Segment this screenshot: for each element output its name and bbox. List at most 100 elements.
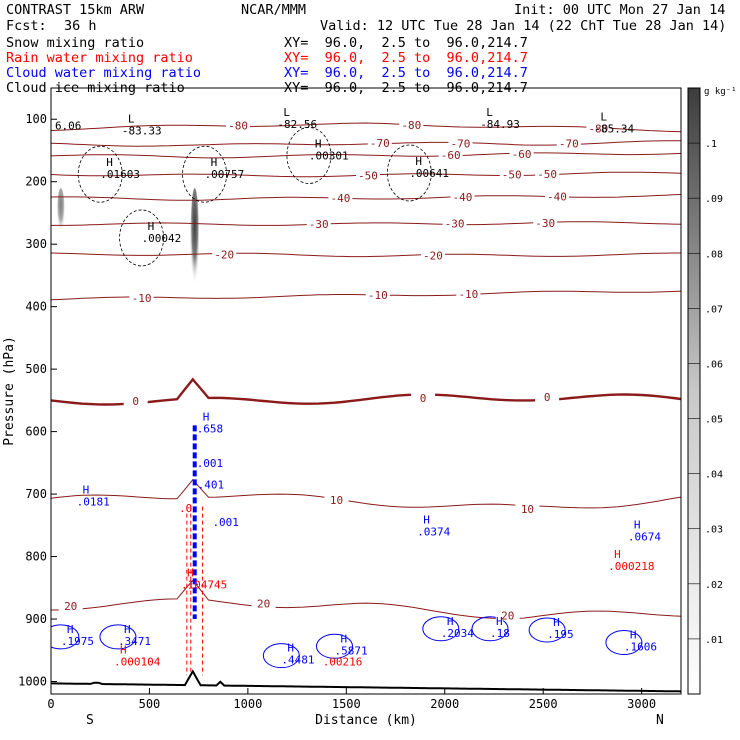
cloud-ice-extremum-value: .00301 (309, 149, 349, 162)
isotherm-label: 10 (521, 503, 534, 516)
plot-frame (50, 87, 682, 695)
forecast-label: Fcst: (6, 18, 47, 34)
cloud-water-contours (51, 425, 643, 669)
cloud-ice-extremum-value: .00641 (409, 167, 449, 180)
isotherm-label-bg (448, 137, 473, 149)
isotherm-label: 10 (330, 494, 343, 507)
y-tick-label: 700 (25, 487, 47, 501)
colorbar-tick-label: .05 (705, 415, 723, 426)
isotherm-label-bg (533, 216, 558, 228)
x-tick-label: 3000 (627, 697, 656, 711)
x-tick-label: 1500 (332, 697, 361, 711)
cloud-ice-extremum-marker: L (486, 106, 493, 119)
cloud-ice-contour-6 (182, 145, 227, 203)
y-tick-label: 600 (25, 425, 47, 439)
isotherm-label-bg (438, 148, 463, 160)
cloud-ice-extremum-value: -85.34 (594, 123, 634, 136)
cloud-water-extremum-marker: H (83, 484, 90, 497)
isotherm-label: 20 (64, 600, 77, 613)
snow-plume-0 (56, 187, 65, 235)
cloud-water-contour-9 (262, 643, 300, 669)
isotherm-label: 0 (544, 391, 551, 404)
isotherm-label-bg (129, 292, 154, 304)
temperature-contours (51, 122, 681, 620)
terrain-line (51, 669, 681, 693)
isotherm-label: -50 (537, 168, 557, 181)
field-name-cloud-water: Cloud water mixing ratio (6, 65, 202, 81)
isotherm-label: -40 (547, 190, 567, 203)
y-tick-label: 100 (25, 112, 47, 126)
y-tick-label: 200 (25, 175, 47, 189)
cloud-water-extremum-value: .401 (198, 479, 225, 492)
cloud-water-extremum-value: .001 (197, 457, 224, 470)
colorbar-gradient (687, 87, 701, 695)
cloud-ice-extremum-marker: H (211, 156, 218, 169)
cloud-water-extremum-value: .658 (197, 422, 224, 435)
cloud-water-extremum-value: .2034 (441, 627, 474, 640)
isotherm-label-bg (556, 137, 581, 149)
isotherm-label-bg (367, 137, 392, 149)
isotherm-label: 0 (420, 392, 427, 405)
isotherm-label: -60 (441, 149, 461, 162)
cloud-water-extremum-marker: H (287, 642, 294, 655)
cloud-water-extremum-value: .0674 (628, 531, 661, 544)
colorbar-tick-label: .07 (705, 304, 723, 315)
isotherm-20 (51, 579, 681, 620)
colorbar-tick-label: .04 (705, 470, 723, 481)
isotherm-label: -40 (453, 191, 473, 204)
cloud-ice-contour-9 (119, 209, 164, 267)
isotherm-label-bg (306, 218, 331, 230)
y-tick-label: 900 (25, 612, 47, 626)
colorbar-tick-label: .1 (705, 139, 717, 150)
cloud-water-extremum-value: .5871 (335, 644, 368, 657)
snow-shading (56, 187, 200, 292)
isotherm-label: -60 (512, 148, 532, 161)
isotherm-label-bg (399, 118, 424, 130)
cloud-ice-contour-8 (386, 144, 432, 202)
cloud-ice-extremum-value: -82.56 (277, 118, 317, 131)
rain-water-contours (186, 506, 204, 676)
isotherm-label-bg (535, 168, 560, 180)
cloud-water-contour-7 (51, 624, 80, 650)
isotherm--60 (51, 152, 681, 159)
isotherm-label-bg (58, 599, 83, 611)
isotherm--20 (51, 252, 681, 258)
cloud-water-contour-12 (471, 616, 509, 642)
isotherm-label: -50 (502, 168, 522, 181)
cloud-ice-extremum-marker: H (315, 137, 322, 150)
isotherm-label-bg (123, 395, 148, 407)
colorbar-tick-label: .09 (705, 194, 723, 205)
isotherm-label-bg (544, 190, 569, 202)
cloud-ice-extremum-value: .01603 (100, 168, 140, 181)
cloud-water-extremum-value: .1975 (61, 635, 94, 648)
cloud-water-extremum-marker: H (341, 632, 348, 645)
isotherm-label: -80 (588, 123, 608, 136)
left-endpoint-label: S (86, 713, 94, 728)
x-tick-label: 500 (139, 697, 161, 711)
y-tick-label: 800 (25, 550, 47, 564)
isotherm-label-bg (328, 192, 353, 204)
cloud-water-extremum-value: .3471 (118, 635, 151, 648)
x-tick-label: 0 (47, 697, 54, 711)
rain-water-extremum-value: .000218 (608, 560, 654, 573)
isotherm-label-bg (509, 148, 534, 160)
rain-water-extremum-marker: H (614, 548, 621, 561)
rain-water-extremum-value: .104745 (181, 579, 227, 592)
cloud-ice-extremum-value: 6.06 (55, 119, 82, 132)
cloud-water-contour-14 (605, 630, 643, 656)
cloud-ice-extremum-value: .00042 (142, 232, 182, 245)
isotherm--70 (51, 140, 681, 147)
cloud-ice-contours (77, 127, 432, 267)
rain-water-extremum-value: .000104 (114, 656, 161, 669)
cloud-water-extremum-marker: H (203, 410, 210, 423)
colorbar-tick-label: .06 (705, 359, 723, 370)
cloud-ice-contour-7 (286, 127, 332, 184)
rain-water-extremum-marker: H (120, 644, 127, 657)
cloud-water-extremum-marker: H (423, 514, 430, 527)
rain-water-extremum-value: .0 (179, 502, 192, 515)
isotherm-label-bg (212, 248, 237, 260)
model-title: CONTRAST 15km ARW (6, 2, 145, 18)
